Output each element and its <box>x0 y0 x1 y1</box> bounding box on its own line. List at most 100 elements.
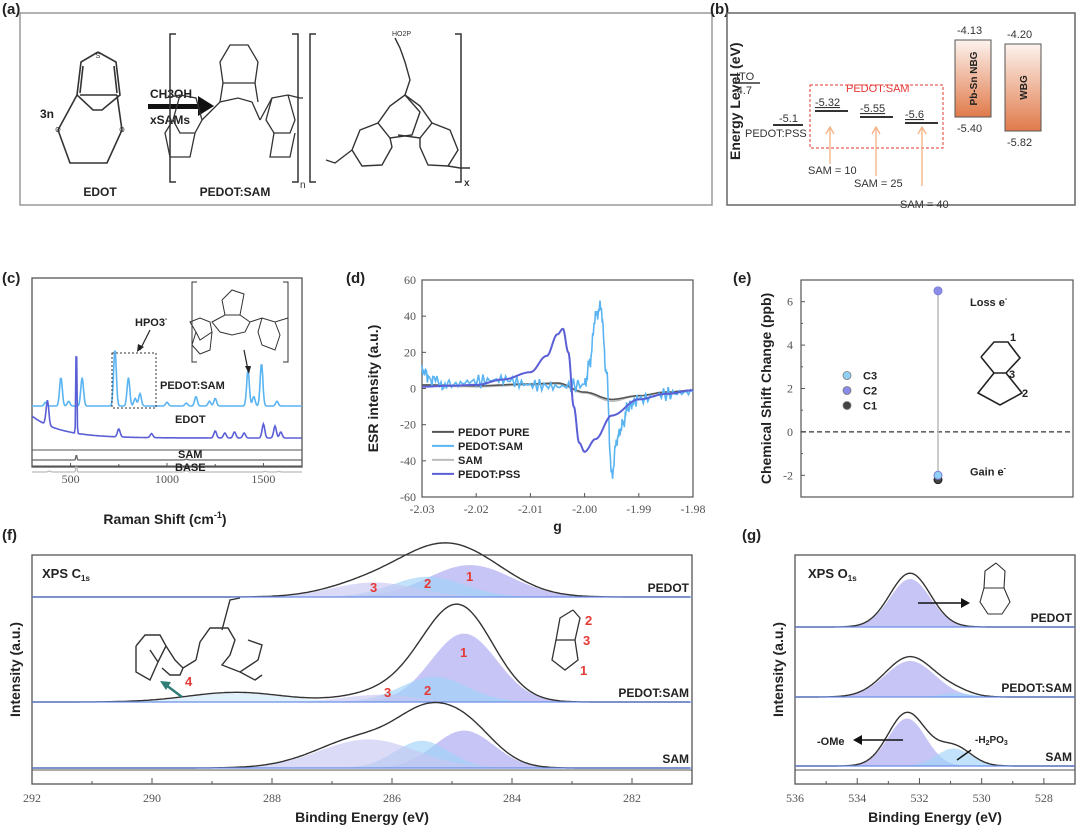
level-value-sam: -5.32 <box>815 97 840 109</box>
product-label: PEDOT:SAM <box>200 185 271 199</box>
superscript: - <box>1004 465 1007 472</box>
component-peak <box>795 579 1075 627</box>
e-ylabel: Chemical Shift Change (ppb) <box>758 293 774 484</box>
panel-label-d: (d) <box>346 270 365 287</box>
legend-label: C2 <box>863 385 877 397</box>
series-base <box>32 465 302 473</box>
band-box <box>1004 43 1042 132</box>
structure-bonds <box>135 597 263 681</box>
series-pedot-pure <box>422 382 693 401</box>
series-label: PEDOT:SAM <box>1001 681 1072 695</box>
component-peak <box>795 661 1075 697</box>
x-tick-label: 286 <box>383 791 401 805</box>
sam-carbazole-structure <box>325 37 470 169</box>
subscript-n: n <box>300 180 306 191</box>
atom-label-2: 2 <box>585 613 592 628</box>
x-tick-label: 284 <box>503 791 521 805</box>
inset-pedot-sam-structure <box>135 597 263 681</box>
ring <box>555 609 581 641</box>
panel-label-c: (c) <box>2 270 20 287</box>
y-tick-label: -60 <box>400 490 416 504</box>
level-value-ito: -4.7 <box>733 85 752 97</box>
y-tick-label: -20 <box>400 418 416 432</box>
sam-ratio-label: SAM = 40 <box>900 199 949 211</box>
component-peak <box>32 582 692 597</box>
x-tick-label: 534 <box>848 791 866 805</box>
band-box <box>954 39 992 118</box>
superscript: - <box>165 316 168 323</box>
legend-label: PEDOT PURE <box>458 427 530 439</box>
reactant-coefficient: 3n <box>40 107 54 121</box>
legend-marker <box>842 386 852 395</box>
loss-electron-label: Loss e- <box>970 296 1008 309</box>
xps-o1s-chart: PEDOT PEDOT:SAM SAM 536 534 532 530 528 Binding … <box>770 554 1076 825</box>
atom-s: S <box>96 53 101 60</box>
b-ylabel: Energy Level (eV) <box>727 43 743 161</box>
band-name: WBG <box>1019 75 1030 100</box>
point-c2 <box>933 286 943 296</box>
level-name-ito: ITO <box>736 71 755 83</box>
level-value-sam: -5.6 <box>905 109 924 121</box>
plot-frame <box>31 277 303 468</box>
text: PO <box>989 735 1004 746</box>
ring <box>189 317 213 355</box>
legend-label: PEDOT:PSS <box>458 469 520 481</box>
arrow-head <box>871 125 881 135</box>
series-pedot-pss <box>422 327 694 453</box>
ome-label: -OMe <box>817 736 845 748</box>
legend-label: C3 <box>863 370 877 382</box>
inset-edot-structure <box>976 341 1024 406</box>
x-tick-label: 536 <box>786 791 804 805</box>
xps-ylabel: Intensity (a.u.) <box>7 622 23 717</box>
c-xlabel: Raman Shift (cm-1) <box>103 510 226 527</box>
component-peak <box>32 693 692 702</box>
peak-label-1: 1 <box>460 645 467 660</box>
component-peak <box>32 565 692 597</box>
atom-label-1: 1 <box>1010 332 1016 344</box>
reagent-top: CH3OH <box>150 87 192 101</box>
panel-a-frame <box>19 12 713 206</box>
arrow-head <box>917 125 927 135</box>
band-top-label: -4.20 <box>1007 29 1032 41</box>
atom-o: O <box>55 127 61 134</box>
arrow-head <box>137 344 144 352</box>
y-tick-label: 0 <box>410 382 416 396</box>
series-pedot-sam <box>32 350 302 407</box>
legend-label: C1 <box>863 400 877 412</box>
xps-c1s-chart: PEDOT PEDOT:SAM SAM 292 290 288 286 284 282 Bindi… <box>7 542 693 825</box>
x-tick-label: 290 <box>143 791 161 805</box>
legend-label: PEDOT:SAM <box>458 441 523 453</box>
band-bottom-label: -5.82 <box>1007 137 1032 149</box>
bracket <box>191 281 197 363</box>
xps-ylabel: Intensity (a.u.) <box>770 622 786 717</box>
hpo3-region-box <box>111 352 157 409</box>
polymer-brackets <box>169 33 462 183</box>
series-edot <box>31 355 302 439</box>
sam-ratio-label: SAM = 10 <box>808 165 857 177</box>
subscript-x: x <box>464 178 470 189</box>
gain-electron-label: Gain e- <box>970 465 1007 478</box>
y-tick-label: 2 <box>787 382 793 396</box>
series-label: SAM <box>1045 750 1072 764</box>
phosphonic-acid-label: HO2P <box>392 31 411 38</box>
panel-b-frame <box>726 12 1076 206</box>
esr-chart: -60 -40 -20 0 20 40 60 -2.03 -2.02 -2.01 -2.00 -1.9… <box>365 273 706 534</box>
component-peak <box>32 694 692 702</box>
hpo3-label: HPO3- <box>135 316 168 329</box>
tick-label: 500 <box>62 472 80 486</box>
band-name: Pb-Sn NBG <box>969 51 980 105</box>
series-label: PEDOT:SAM <box>618 686 689 700</box>
superscript: - <box>1005 296 1008 303</box>
h2po3-label: -H2PO3 <box>975 735 1008 747</box>
inset-edot-structure <box>551 609 581 671</box>
d-ylabel: ESR intensity (a.u.) <box>365 325 381 453</box>
level-name-pedotpss: PEDOT:PSS <box>745 128 807 140</box>
subscript: 3 <box>1004 740 1008 747</box>
arrow-head <box>961 598 970 608</box>
peak-label-2: 2 <box>424 576 431 591</box>
plot-frame <box>800 279 1074 498</box>
inset-pedot-structure <box>189 281 289 363</box>
tick-label: 1000 <box>155 472 179 486</box>
